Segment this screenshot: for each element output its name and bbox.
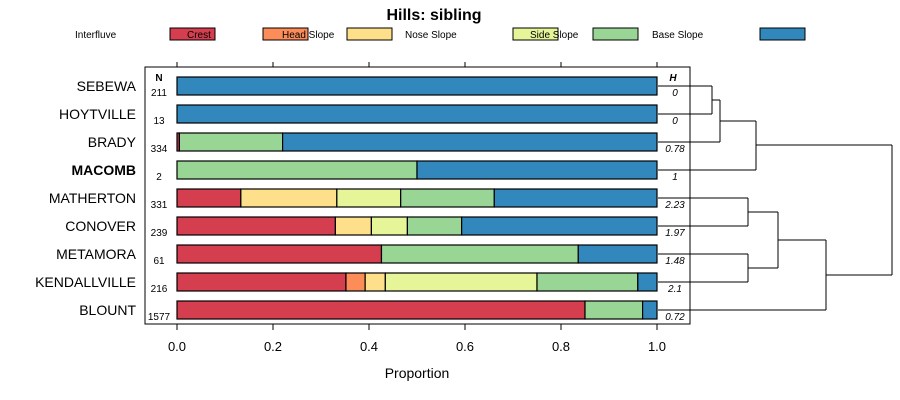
- bars: [176, 76, 658, 320]
- bar-segment: [380, 244, 579, 264]
- chart-title: Hills: sibling: [386, 7, 481, 24]
- legend-swatch: [592, 27, 639, 41]
- bar-segment: [176, 216, 336, 236]
- legend-swatch: [346, 27, 393, 41]
- legend-label: Interfluve: [75, 30, 117, 41]
- top-ticks: [176, 62, 658, 67]
- bar-segment: [282, 132, 658, 152]
- bar-segment: [416, 160, 658, 180]
- bar-segment: [536, 272, 639, 292]
- row-h-value: 1.97: [665, 228, 685, 239]
- legend: Interfluve Crest Head Slope Nose Slope Side …: [75, 27, 806, 41]
- dendrogram: [658, 85, 893, 311]
- bar-segment: [345, 272, 366, 292]
- bar-segment: [176, 160, 418, 180]
- row-name-label: SEBEWA: [77, 78, 137, 94]
- dendrogram-branch: [756, 144, 893, 276]
- row-name-label: CONOVER: [65, 218, 136, 234]
- bar-segment: [176, 300, 586, 320]
- row-name-label: METAMORA: [56, 246, 137, 262]
- row-name-label: MACOMB: [71, 162, 136, 178]
- bar-segment: [336, 188, 402, 208]
- row-h-value: 0: [672, 116, 678, 127]
- row-n-value: 334: [151, 144, 168, 155]
- bar-segment: [334, 216, 372, 236]
- x-axis-label: Proportion: [385, 365, 450, 381]
- bar-segment: [400, 188, 495, 208]
- row-h-value: 2.23: [664, 200, 685, 211]
- legend-label: Head Slope: [282, 30, 335, 41]
- dendrogram-branch: [658, 99, 721, 143]
- bar-segment: [584, 300, 644, 320]
- bar-segment: [178, 132, 284, 152]
- legend-label: Base Slope: [652, 30, 704, 41]
- row-n-value: 1577: [148, 312, 171, 323]
- x-tick-label: 0.0: [168, 339, 186, 354]
- legend-label: Crest: [187, 30, 211, 41]
- bar-segment: [176, 272, 347, 292]
- x-tick-label: 0.8: [552, 339, 570, 354]
- row-h-value: 0: [672, 88, 678, 99]
- row-n-value: 61: [153, 256, 165, 267]
- plot-frame: [144, 66, 691, 325]
- bar-segment: [637, 272, 658, 292]
- x-tick-label: 0.2: [264, 339, 282, 354]
- row-n-value: 211: [151, 88, 167, 99]
- row-h-value: 1: [672, 172, 678, 183]
- row-name-label: KENDALLVILLE: [35, 274, 136, 290]
- legend-swatch: [169, 27, 216, 41]
- n-column-header: N: [155, 73, 162, 84]
- row-name-label: BLOUNT: [79, 302, 136, 318]
- row-h-value: 2.1: [667, 284, 682, 295]
- bar-segment: [176, 104, 658, 124]
- bar-segment: [461, 216, 658, 236]
- legend-label: Side Slope: [530, 30, 579, 41]
- dendrogram-branch: [748, 211, 779, 269]
- legend-swatch: [262, 27, 309, 41]
- dendrogram-branch: [658, 85, 713, 115]
- bar-segment: [577, 244, 658, 264]
- h-column-header: H: [669, 73, 677, 84]
- row-n-value: 239: [151, 228, 168, 239]
- row-n-value: 216: [151, 284, 168, 295]
- bar-segment: [384, 272, 538, 292]
- legend-swatch: [512, 27, 559, 41]
- bar-segment: [240, 188, 338, 208]
- x-tick-label: 1.0: [648, 339, 666, 354]
- bar-segment: [641, 300, 658, 320]
- bar-segment: [406, 216, 463, 236]
- row-name-label: HOYTVILLE: [59, 106, 136, 122]
- row-name-label: BRADY: [88, 134, 137, 150]
- row-n-value: 331: [151, 200, 168, 211]
- row-n-value: 13: [153, 116, 165, 127]
- x-axis: 0.0 0.2 0.4 0.6 0.8 1.0: [168, 324, 666, 354]
- dendrogram-branch: [658, 239, 827, 311]
- row-labels: SEBEWA 211 0 HOYTVILLE 13 0 BRADY 334 0.78 MACOMB…: [35, 78, 685, 323]
- row-h-value: 1.48: [665, 256, 685, 267]
- legend-label: Nose Slope: [405, 30, 457, 41]
- row-name-label: MATHERTON: [49, 190, 136, 206]
- x-tick-label: 0.4: [360, 339, 378, 354]
- bar-segment: [370, 216, 408, 236]
- bar-segment: [364, 272, 386, 292]
- legend-swatch: [759, 27, 806, 41]
- row-h-value: 0.72: [665, 312, 685, 323]
- bar-segment: [176, 188, 242, 208]
- bar-segment: [493, 188, 658, 208]
- row-n-value: 2: [156, 172, 162, 183]
- bar-segment: [176, 76, 658, 96]
- bar-segment: [176, 244, 383, 264]
- row-h-value: 0.78: [665, 144, 685, 155]
- x-tick-label: 0.6: [456, 339, 474, 354]
